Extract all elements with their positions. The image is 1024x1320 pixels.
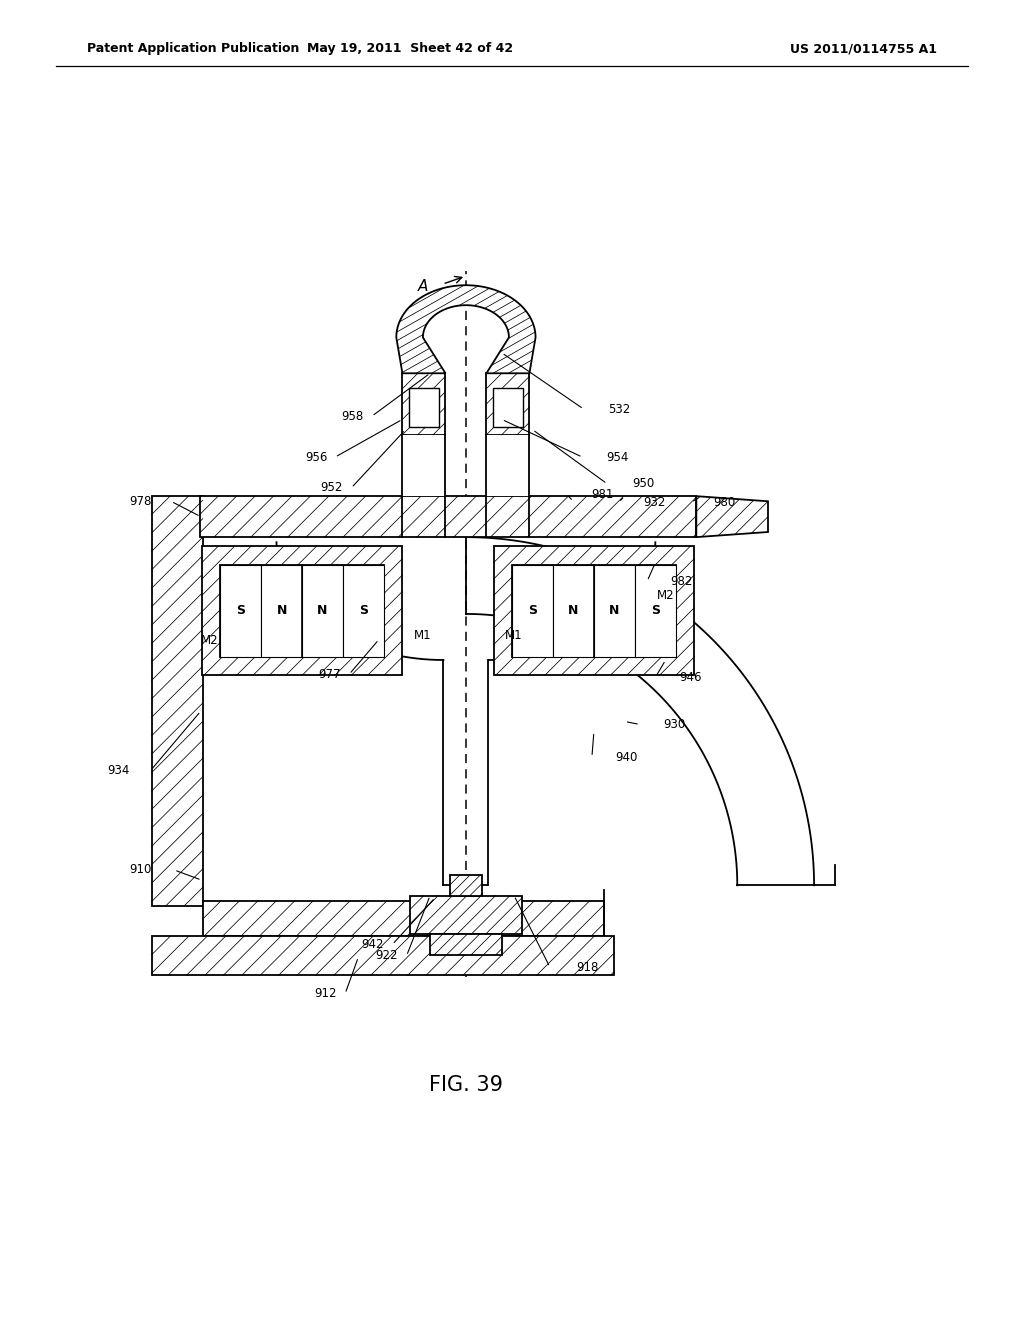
Bar: [594, 565, 635, 657]
Bar: [402, 434, 445, 496]
Bar: [553, 565, 594, 657]
Text: 918: 918: [577, 961, 599, 974]
Text: M1: M1: [505, 628, 523, 642]
Bar: [302, 565, 343, 657]
Text: A: A: [418, 279, 428, 294]
Bar: [152, 496, 203, 906]
Text: 982: 982: [671, 574, 693, 587]
Text: May 19, 2011  Sheet 42 of 42: May 19, 2011 Sheet 42 of 42: [306, 42, 513, 55]
Text: 934: 934: [108, 764, 130, 777]
Bar: [203, 900, 604, 936]
Polygon shape: [396, 285, 536, 374]
Text: M2: M2: [656, 589, 675, 602]
Text: 932: 932: [643, 496, 666, 508]
Text: M1: M1: [414, 628, 432, 642]
Bar: [152, 936, 614, 975]
Bar: [635, 565, 676, 657]
Bar: [493, 388, 523, 426]
Bar: [430, 935, 502, 954]
Bar: [486, 434, 529, 496]
Bar: [220, 565, 384, 657]
Text: N: N: [609, 605, 620, 618]
Text: S: S: [528, 605, 537, 618]
Bar: [402, 374, 445, 434]
Text: N: N: [317, 605, 328, 618]
Bar: [200, 496, 696, 537]
Text: 942: 942: [361, 939, 384, 952]
Text: 978: 978: [129, 495, 152, 508]
Text: 912: 912: [314, 987, 337, 1001]
Bar: [486, 374, 529, 434]
Text: 940: 940: [615, 751, 638, 764]
Text: 922: 922: [375, 949, 397, 962]
Bar: [410, 895, 522, 935]
Bar: [512, 565, 676, 657]
Text: 981: 981: [591, 487, 613, 500]
Bar: [202, 546, 402, 676]
Bar: [343, 565, 384, 657]
Text: 956: 956: [305, 450, 328, 463]
Text: 532: 532: [608, 403, 631, 416]
Text: S: S: [651, 605, 659, 618]
Bar: [512, 565, 553, 657]
Text: S: S: [237, 605, 245, 618]
Text: 980: 980: [714, 496, 736, 508]
Text: N: N: [568, 605, 579, 618]
Bar: [450, 875, 482, 895]
Text: 930: 930: [664, 718, 686, 731]
Text: US 2011/0114755 A1: US 2011/0114755 A1: [790, 42, 937, 55]
Text: 910: 910: [129, 863, 152, 876]
Text: 977: 977: [318, 668, 341, 681]
Bar: [220, 565, 261, 657]
Text: 946: 946: [679, 671, 701, 684]
Text: Patent Application Publication: Patent Application Publication: [87, 42, 299, 55]
Text: 954: 954: [606, 450, 629, 463]
Bar: [494, 546, 694, 676]
Text: S: S: [359, 605, 368, 618]
Text: FIG. 39: FIG. 39: [429, 1074, 503, 1096]
Polygon shape: [696, 496, 768, 537]
Bar: [261, 565, 302, 657]
Text: 952: 952: [321, 482, 343, 495]
Text: M2: M2: [201, 634, 219, 647]
Text: 950: 950: [632, 478, 654, 490]
Text: 958: 958: [341, 409, 364, 422]
Text: N: N: [276, 605, 287, 618]
Bar: [409, 388, 439, 426]
